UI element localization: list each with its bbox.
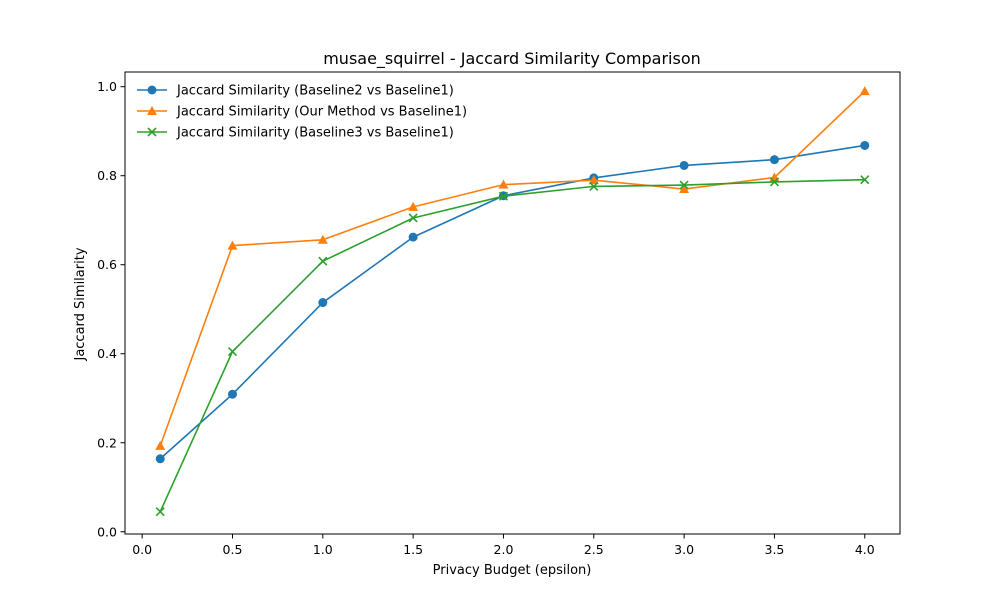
x-tick-label: 0.0: [132, 542, 152, 557]
x-tick-label: 3.5: [765, 542, 785, 557]
legend-marker: [147, 85, 157, 95]
y-tick-label: 1.0: [97, 79, 117, 94]
data-point: [589, 181, 599, 191]
legend-label: Jaccard Similarity (Baseline3 vs Baselin…: [176, 126, 454, 141]
legend-entry-3: Jaccard Similarity (Baseline3 vs Baselin…: [137, 126, 454, 141]
data-point: [679, 180, 689, 190]
data-point: [227, 240, 238, 250]
x-axis-label: Privacy Budget (epsilon): [433, 563, 592, 578]
x-tick-label: 2.0: [494, 542, 514, 557]
legend-entry-1: Jaccard Similarity (Baseline2 vs Baselin…: [137, 84, 454, 99]
data-point: [408, 201, 419, 211]
data-point: [227, 389, 237, 399]
legend-marker: [147, 127, 157, 137]
data-point: [318, 298, 328, 308]
series-3: [155, 175, 870, 517]
x-tick-label: 1.0: [313, 542, 333, 557]
y-tick-label: 0.0: [97, 524, 117, 539]
legend-entry-2: Jaccard Similarity (Our Method vs Baseli…: [137, 105, 467, 120]
data-point: [498, 191, 509, 201]
x-tick-label: 2.5: [584, 542, 604, 557]
legend-label: Jaccard Similarity (Baseline2 vs Baselin…: [176, 84, 454, 99]
data-point: [408, 232, 418, 242]
data-point: [859, 86, 870, 96]
data-point: [588, 175, 599, 185]
data-point: [317, 234, 328, 244]
x-tick-label: 1.5: [403, 542, 423, 557]
data-point: [860, 175, 870, 185]
data-point: [498, 179, 509, 189]
data-point: [318, 256, 328, 266]
chart-title: musae_squirrel - Jaccard Similarity Comp…: [323, 49, 701, 69]
data-point: [679, 184, 690, 194]
data-point: [679, 160, 689, 170]
y-tick-label: 0.6: [97, 257, 117, 272]
y-tick-label: 0.4: [97, 346, 117, 361]
y-tick-label: 0.2: [97, 435, 117, 450]
legend-marker: [147, 106, 157, 115]
plot-frame: [124, 71, 901, 535]
x-tick-label: 4.0: [855, 542, 875, 557]
data-point: [769, 155, 779, 165]
data-point: [408, 213, 418, 223]
data-point: [155, 440, 166, 450]
y-tick-label: 0.8: [97, 168, 117, 183]
data-point: [769, 177, 780, 187]
data-point: [155, 454, 165, 464]
plot-area: [125, 72, 900, 534]
x-tick-label: 3.0: [674, 542, 694, 557]
x-tick-label: 0.5: [223, 542, 243, 557]
data-point: [860, 140, 870, 150]
y-axis-label: Jaccard Similarity: [73, 247, 88, 361]
data-point: [227, 346, 238, 357]
data-point: [155, 507, 165, 517]
legend-label: Jaccard Similarity (Our Method vs Baseli…: [176, 105, 467, 120]
